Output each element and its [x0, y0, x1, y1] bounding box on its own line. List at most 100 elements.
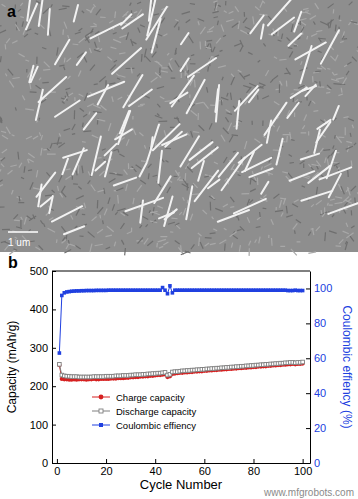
texture-flake — [117, 174, 123, 176]
texture-flake — [93, 111, 102, 113]
texture-flake — [299, 20, 306, 25]
tick-label: 100 — [294, 465, 312, 477]
texture-flake — [74, 110, 75, 119]
tick: 80 — [248, 459, 260, 477]
texture-flake — [120, 213, 125, 216]
texture-flake — [325, 157, 326, 163]
texture-flake — [108, 123, 111, 131]
texture-flake — [206, 40, 212, 42]
texture-flake — [279, 200, 281, 208]
texture-flake — [59, 65, 64, 66]
texture-flake — [159, 67, 160, 73]
texture-flake — [306, 36, 308, 40]
texture-flake — [345, 241, 346, 244]
texture-needle — [305, 85, 315, 96]
texture-flake — [93, 23, 96, 25]
texture-flake — [315, 3, 319, 9]
texture-flake — [128, 163, 129, 169]
texture-flake — [314, 82, 317, 83]
texture-flake — [191, 111, 197, 116]
texture-flake — [351, 160, 353, 166]
texture-flake — [175, 223, 180, 225]
texture-flake — [332, 72, 334, 75]
texture-flake — [326, 92, 330, 94]
texture-flake — [104, 208, 107, 215]
texture-flake — [92, 216, 97, 220]
texture-flake — [84, 56, 87, 62]
texture-needle — [114, 178, 136, 186]
texture-flake — [94, 83, 98, 85]
texture-flake — [289, 51, 292, 57]
texture-flake — [89, 111, 90, 114]
texture-flake — [191, 55, 194, 56]
texture-flake — [104, 188, 105, 194]
texture-flake — [185, 71, 186, 76]
texture-needle — [295, 42, 325, 59]
point — [58, 363, 62, 367]
texture-flake — [263, 43, 265, 46]
texture-flake — [258, 60, 261, 62]
texture-flake — [113, 149, 117, 151]
texture-flake — [97, 207, 103, 214]
texture-flake — [294, 45, 297, 46]
texture-flake — [227, 93, 228, 97]
tick-label: 20 — [314, 422, 326, 434]
y2-axis: 020406080100 — [306, 272, 332, 470]
texture-flake — [249, 241, 251, 246]
texture-flake — [84, 203, 86, 208]
texture-flake — [352, 57, 357, 62]
texture-needle — [129, 89, 152, 106]
texture-flake — [171, 77, 176, 78]
texture-flake — [199, 125, 205, 131]
micrograph: a1 um — [0, 0, 358, 256]
texture-flake — [149, 210, 150, 213]
texture-flake — [59, 175, 63, 183]
texture-flake — [218, 5, 221, 7]
texture-flake — [28, 169, 32, 171]
texture-flake — [319, 38, 322, 42]
texture-flake — [47, 153, 56, 154]
texture-flake — [223, 157, 227, 163]
texture-flake — [231, 74, 234, 77]
texture-flake — [117, 195, 119, 204]
texture-flake — [126, 68, 135, 69]
texture-flake — [357, 47, 358, 48]
texture-flake — [263, 136, 266, 138]
texture-flake — [51, 4, 52, 7]
texture-flake — [316, 31, 322, 32]
tick-label: 80 — [248, 465, 260, 477]
texture-flake — [43, 148, 50, 150]
texture-flake — [1, 131, 6, 132]
texture-flake — [257, 178, 259, 185]
texture-flake — [57, 137, 59, 145]
texture-needle — [301, 154, 319, 160]
texture-flake — [213, 229, 217, 231]
texture-needle — [301, 191, 332, 201]
texture-flake — [324, 207, 325, 212]
texture-flake — [171, 218, 177, 220]
texture-flake — [175, 170, 178, 175]
texture-flake — [229, 11, 234, 13]
texture-flake — [343, 231, 349, 234]
texture-flake — [97, 200, 99, 208]
texture-needle — [62, 159, 68, 175]
texture-flake — [20, 3, 22, 6]
texture-flake — [147, 241, 153, 246]
texture-flake — [305, 12, 311, 14]
texture-flake — [49, 217, 53, 220]
texture-flake — [175, 20, 179, 22]
texture-flake — [10, 165, 16, 166]
texture-flake — [153, 175, 158, 176]
texture-flake — [210, 105, 215, 106]
texture-flake — [139, 132, 143, 136]
texture-flake — [346, 141, 352, 143]
texture-flake — [76, 196, 84, 200]
texture-flake — [82, 11, 84, 13]
texture-flake — [156, 243, 158, 247]
texture-needle — [308, 166, 330, 183]
texture-flake — [306, 150, 309, 152]
texture-flake — [302, 186, 305, 187]
texture-flake — [338, 137, 344, 139]
texture-needle — [291, 88, 307, 98]
texture-flake — [320, 21, 328, 25]
